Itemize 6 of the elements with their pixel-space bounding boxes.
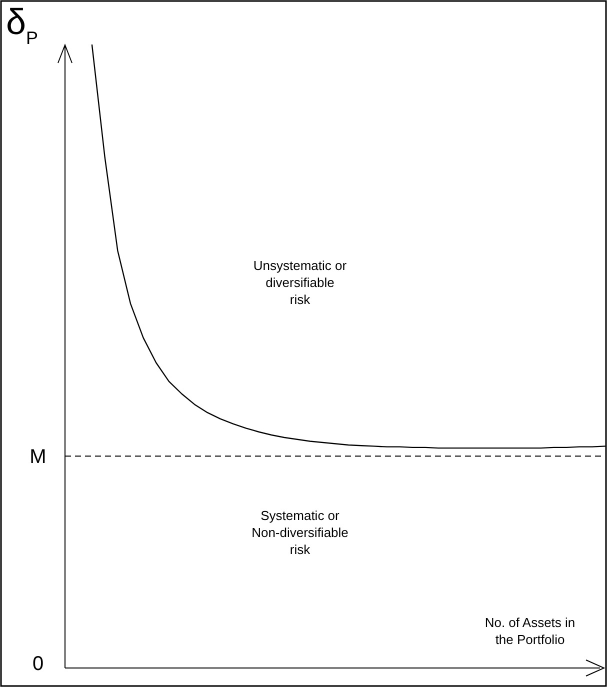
annotation: Unsystematic or diversifiable risk: [253, 258, 348, 307]
x-axis-title: No. of Assets in the Portfolio: [484, 615, 576, 647]
annotation: Systematic or Non-diversifiable risk: [252, 508, 348, 557]
text: 0: [32, 653, 44, 675]
y-axis-title: δ$_{P}$: [6, 1, 38, 48]
ref-line-label: M: [30, 446, 46, 468]
